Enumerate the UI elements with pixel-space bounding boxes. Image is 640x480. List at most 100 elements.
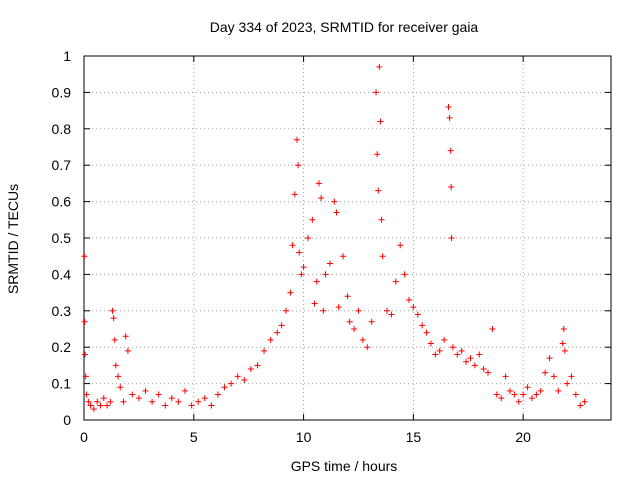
- data-point: [344, 293, 351, 300]
- x-tick-label: 5: [190, 429, 198, 445]
- data-point: [427, 340, 434, 347]
- data-point: [111, 336, 118, 343]
- y-tick-label: 1: [63, 48, 71, 64]
- data-point: [533, 391, 540, 398]
- data-point: [331, 198, 338, 205]
- data-point: [122, 333, 129, 340]
- plot-area-frame: [83, 55, 612, 421]
- data-point: [542, 369, 549, 376]
- data-point: [283, 307, 290, 314]
- data-point: [120, 398, 127, 405]
- data-point: [313, 278, 320, 285]
- data-point: [81, 318, 88, 325]
- data-point: [107, 398, 114, 405]
- data-point: [129, 391, 136, 398]
- data-point: [304, 235, 311, 241]
- data-point: [168, 395, 175, 402]
- data-point: [124, 347, 131, 354]
- data-point: [537, 387, 544, 394]
- data-point: [296, 249, 303, 256]
- data-point: [208, 402, 215, 409]
- y-tick-label: 0.3: [52, 303, 72, 319]
- axis-ticks: [83, 55, 611, 421]
- data-point: [559, 340, 566, 347]
- data-point: [94, 398, 101, 405]
- data-point: [374, 151, 381, 158]
- data-point: [335, 304, 342, 311]
- y-tick-label: 0.9: [52, 84, 72, 100]
- data-point: [375, 187, 382, 194]
- y-tick-label: 0.1: [52, 376, 72, 392]
- data-point: [311, 300, 318, 307]
- data-point: [87, 402, 94, 409]
- data-point: [234, 373, 241, 380]
- y-tick-label: 0.7: [52, 157, 72, 173]
- data-point: [515, 398, 522, 405]
- data-point: [441, 336, 448, 343]
- data-point: [511, 391, 518, 398]
- data-point: [214, 391, 221, 398]
- data-point: [560, 326, 567, 332]
- data-point: [112, 362, 119, 369]
- data-point: [528, 395, 535, 402]
- data-point: [85, 398, 92, 405]
- data-point: [498, 395, 505, 402]
- data-point: [467, 355, 474, 362]
- data-point: [315, 180, 322, 187]
- data-point: [524, 384, 531, 391]
- data-point: [581, 398, 588, 405]
- data-point: [182, 387, 189, 394]
- data-point: [274, 329, 281, 336]
- data-point: [100, 395, 107, 402]
- data-point: [291, 191, 298, 198]
- data-point: [320, 307, 327, 314]
- data-point: [388, 311, 395, 318]
- data-point: [289, 242, 296, 249]
- data-point: [201, 395, 208, 402]
- data-point: [110, 315, 117, 322]
- data-point: [115, 373, 122, 380]
- x-tick-label: 0: [80, 429, 88, 445]
- y-tick-label: 0.5: [52, 230, 72, 246]
- data-point: [476, 351, 483, 358]
- data-point: [419, 322, 426, 329]
- data-point: [502, 373, 509, 380]
- data-point: [247, 366, 254, 373]
- data-point: [355, 307, 362, 314]
- data-point: [458, 347, 465, 354]
- data-point: [432, 351, 439, 358]
- data-point: [550, 373, 557, 380]
- data-points: [81, 63, 588, 413]
- data-point: [254, 362, 261, 369]
- data-point: [401, 271, 408, 278]
- y-tick-label: 0.2: [52, 339, 72, 355]
- data-point: [405, 296, 412, 303]
- data-point: [506, 387, 513, 394]
- data-point: [188, 402, 195, 409]
- data-point: [162, 402, 169, 409]
- data-point: [368, 318, 375, 325]
- data-point: [104, 402, 111, 409]
- data-point: [175, 398, 182, 405]
- y-tick-label: 0.4: [52, 266, 72, 282]
- data-point: [577, 402, 584, 409]
- data-point: [555, 387, 562, 394]
- data-point: [463, 358, 470, 365]
- y-tick-label: 0.8: [52, 121, 72, 137]
- data-point: [340, 253, 347, 260]
- data-point: [446, 114, 453, 121]
- data-point: [351, 326, 358, 332]
- data-point: [261, 347, 268, 354]
- data-point: [300, 264, 307, 271]
- data-point: [373, 89, 380, 96]
- data-point: [346, 318, 353, 325]
- data-point: [423, 329, 430, 336]
- data-point: [448, 235, 455, 241]
- x-tick-label: 15: [406, 429, 422, 445]
- data-point: [293, 136, 300, 143]
- data-point: [82, 373, 89, 380]
- data-point: [449, 344, 456, 351]
- data-point: [384, 307, 391, 314]
- data-point: [561, 347, 568, 354]
